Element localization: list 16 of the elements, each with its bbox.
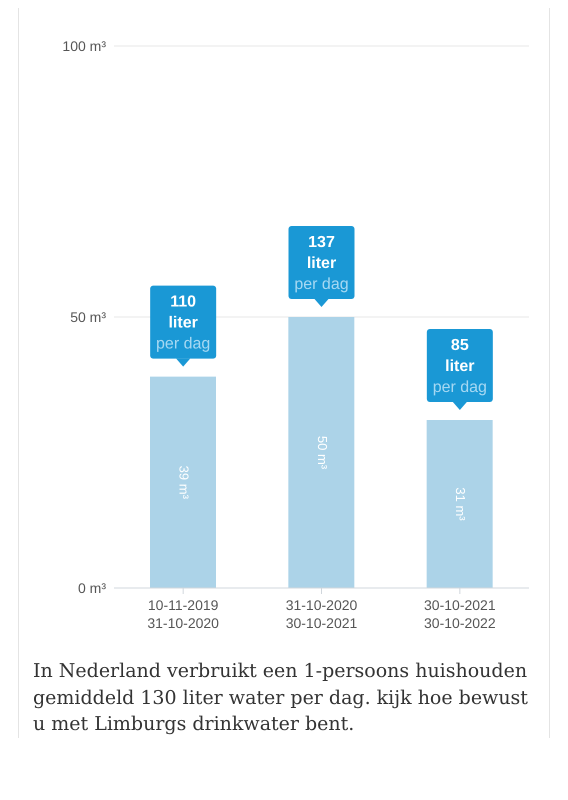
- data-label: 50 m³: [314, 436, 330, 470]
- text: In Nederland verbruikt een 1-persoons huishouden gemiddeld 130 liter water per dag. kijk hoe bewust u met Limburgs drinkwater bent.: [33, 659, 529, 738]
- annotation: 110 liter per dag: [156, 294, 210, 353]
- x-tick-label: 31-10-2020 30-10-2021: [286, 597, 358, 631]
- x-tick-label: 30-10-2021 30-10-2022: [424, 597, 496, 631]
- data-label: 31 m³: [453, 487, 468, 522]
- y-tick-label: 0 m³: [78, 580, 106, 596]
- bar: [150, 376, 216, 588]
- y-tick-label: 100 m³: [62, 38, 106, 54]
- y-tick-label: 50 m³: [70, 308, 106, 325]
- bar: [288, 317, 354, 588]
- bar: [426, 420, 493, 588]
- annotation: 137 liter per dag: [294, 234, 349, 293]
- annotation: 85 liter per dag: [432, 336, 487, 396]
- x-tick-label: 10-11-2019 31-10-2020: [147, 597, 220, 631]
- data-label: 39 m³: [176, 466, 192, 500]
